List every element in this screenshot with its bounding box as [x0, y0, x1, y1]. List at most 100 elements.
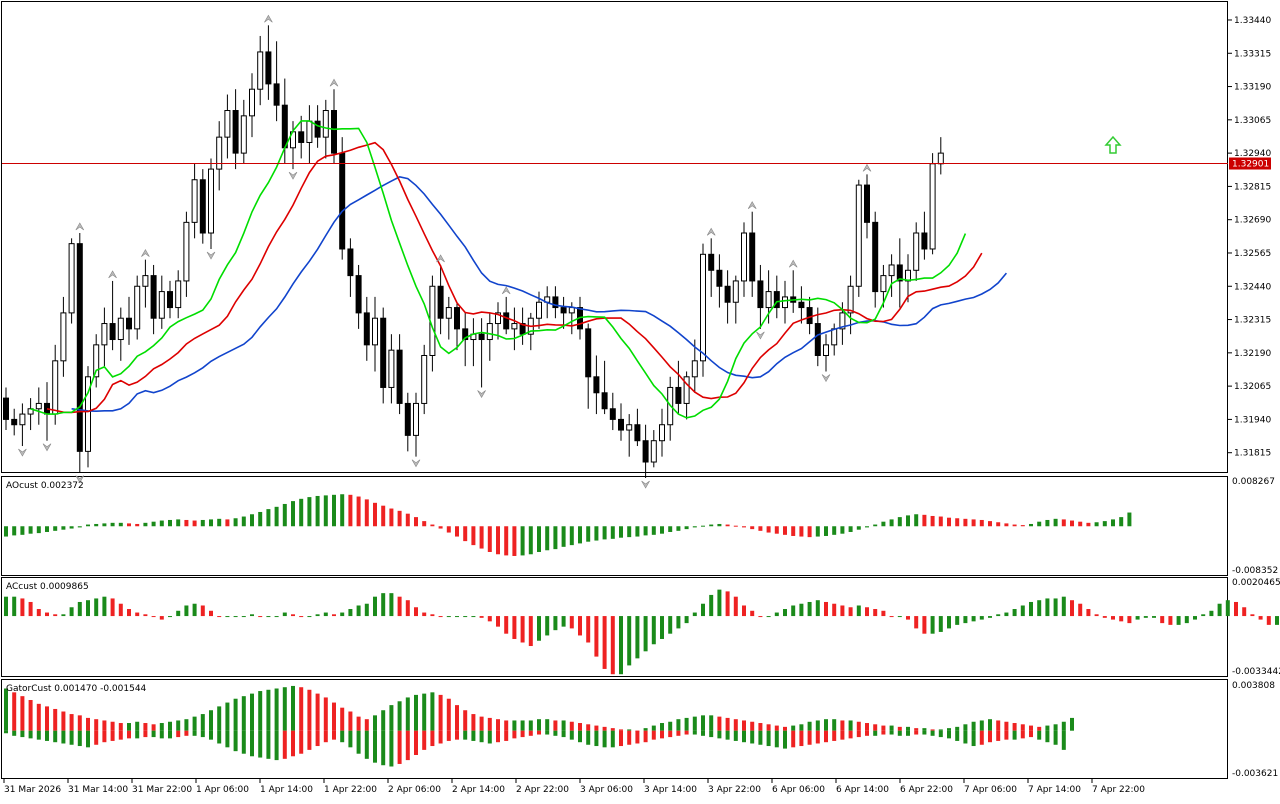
ac-bar — [832, 603, 837, 617]
gator-lower-bar — [299, 730, 304, 754]
ao-bar — [520, 526, 525, 556]
gator-lower-bar — [20, 730, 25, 738]
bear-candle-body — [896, 264, 903, 282]
ao-bar — [865, 526, 869, 528]
bear-candle-body — [642, 440, 649, 463]
ac-bar — [1201, 614, 1206, 617]
gator-upper-bar — [922, 728, 927, 731]
gator-lower-bar — [233, 730, 238, 752]
ac-bar — [701, 603, 705, 617]
gator-upper-bar — [692, 716, 697, 731]
gator-upper-bar — [766, 724, 771, 731]
gator-upper-bar — [192, 716, 197, 731]
ao-bar — [159, 520, 164, 527]
ao-bar — [824, 526, 828, 536]
gator-lower-bar — [69, 730, 74, 745]
gator-label: GatorCust 0.001470 -0.001544 — [6, 684, 147, 694]
ao-bar — [504, 526, 509, 556]
gator-upper-bar — [947, 728, 951, 731]
ac-bar — [586, 616, 591, 643]
ao-bar — [758, 526, 763, 531]
ac-bar — [1012, 609, 1017, 617]
gator-upper-bar — [307, 689, 312, 731]
ao-bar — [200, 519, 205, 527]
ao-bar — [545, 526, 550, 551]
time-tick-label: 1 Apr 14:00 — [260, 785, 313, 795]
gator-upper-bar — [414, 694, 418, 731]
ao-bar — [479, 526, 484, 549]
ao-bar — [496, 526, 500, 555]
ac-bar — [651, 616, 656, 645]
gator-upper-bar — [897, 726, 902, 731]
gator-lower-bar — [676, 730, 681, 736]
price-tick-label: 1.33190 — [1234, 83, 1271, 93]
ac-bar — [340, 612, 345, 617]
bear-candle-body — [503, 312, 510, 330]
ac-bar — [299, 616, 304, 618]
ac-bar — [1209, 610, 1214, 617]
ao-bar — [430, 524, 435, 527]
ac-bar — [118, 603, 123, 617]
gator-lower-bar — [209, 730, 213, 740]
gator-lower-bar — [889, 730, 894, 735]
gator-upper-bar — [332, 702, 336, 731]
ac-bar — [168, 616, 172, 618]
bull-candle-body — [536, 301, 542, 319]
bull-candle-body — [700, 253, 706, 362]
gator-lower-bar — [184, 730, 189, 736]
ao-bar — [602, 526, 607, 540]
gator-lower-bar — [561, 730, 566, 738]
bear-candle-body — [798, 301, 805, 309]
fractal-up-icon — [108, 270, 117, 279]
gator-lower-bar — [77, 730, 82, 747]
bull-candle-body — [511, 323, 518, 330]
ao-bar — [12, 526, 17, 536]
ao-bar — [168, 519, 172, 527]
ac-bar — [69, 607, 74, 617]
bear-candle-body — [109, 323, 116, 341]
ac-bar — [725, 591, 730, 617]
gator-lower-bar — [241, 730, 246, 754]
gator-upper-bar — [217, 706, 222, 731]
bear-candle-body — [757, 280, 764, 309]
gator-lower-bar — [938, 730, 943, 738]
ac-bar — [766, 616, 771, 618]
time-tick-label: 6 Apr 22:00 — [900, 785, 953, 795]
ac-bar — [947, 616, 951, 629]
gator-upper-bar — [77, 715, 82, 731]
gator-upper-bar — [504, 720, 509, 731]
gator-lower-bar — [537, 730, 541, 735]
gator-lower-bar — [807, 730, 812, 745]
time-tick-label: 1 Apr 22:00 — [324, 785, 377, 795]
gator-upper-bar — [94, 719, 99, 731]
gator-lower-bar — [988, 730, 992, 743]
bull-candle-body — [388, 349, 395, 388]
ac-bar — [528, 616, 533, 647]
gator-upper-bar — [1053, 724, 1058, 731]
gator-lower-bar — [381, 730, 386, 766]
gator-lower-bar — [930, 730, 935, 736]
ac-bar — [799, 603, 804, 617]
bear-candle-body — [339, 152, 346, 250]
ao-bar — [1127, 512, 1132, 527]
ac-bar — [356, 605, 361, 617]
gator-upper-bar — [381, 710, 386, 731]
ao-bar — [332, 494, 336, 527]
bull-candle-body — [191, 179, 198, 223]
ac-bar — [873, 609, 878, 617]
gator-upper-bar — [159, 723, 164, 731]
gator-upper-bar — [873, 724, 878, 731]
gator-upper-bar — [1020, 724, 1025, 731]
gator-upper-bar — [455, 705, 459, 731]
ac-bar — [733, 596, 738, 617]
bear-candle-body — [601, 392, 608, 410]
gator-upper-bar — [520, 720, 525, 731]
bull-candle-body — [741, 232, 747, 282]
ac-bar — [4, 596, 8, 617]
gator-upper-bar — [258, 691, 263, 731]
bear-candle-body — [478, 333, 485, 341]
bull-candle-body — [240, 115, 247, 154]
ac-bar — [824, 601, 828, 617]
